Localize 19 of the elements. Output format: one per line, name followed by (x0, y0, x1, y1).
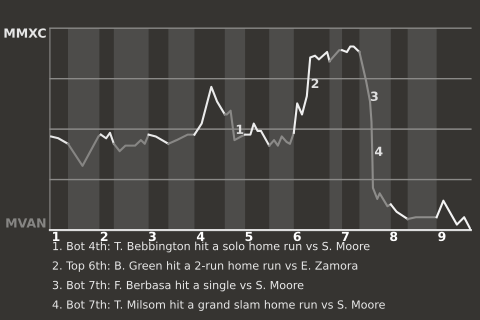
x-tick-label: 6 (294, 232, 301, 242)
annotation: 4 (374, 146, 383, 156)
text: 4. Bot 7th: T. Milsom hit a grand slam home run vs S. Moore (52, 300, 385, 311)
x-tick-label: 9 (438, 232, 446, 242)
x-tick-label: 5 (246, 232, 252, 242)
x-tick-label: 3 (148, 232, 156, 242)
annotation: 3 (370, 92, 378, 102)
x-tick-label: 4 (196, 232, 204, 241)
annotation: 2 (312, 78, 318, 88)
text: MVAN (6, 218, 46, 228)
annotation: 1 (236, 124, 244, 134)
text: MMXC (4, 28, 46, 38)
x-tick-label: 7 (342, 232, 349, 241)
text: 1. Bot 4th: T. Bebbington hit a solo home run vs S. Moore (53, 242, 370, 252)
text: 3. Bot 7th: F. Berbasa hit a single vs S. Moore (52, 280, 304, 292)
x-tick-label: 1 (53, 232, 60, 241)
x-tick-label: 2 (100, 232, 108, 241)
text: 2. Top 6th: B. Green hit a 2-run home run vs E. Zamora (52, 261, 358, 272)
x-tick-label: 8 (390, 232, 398, 242)
